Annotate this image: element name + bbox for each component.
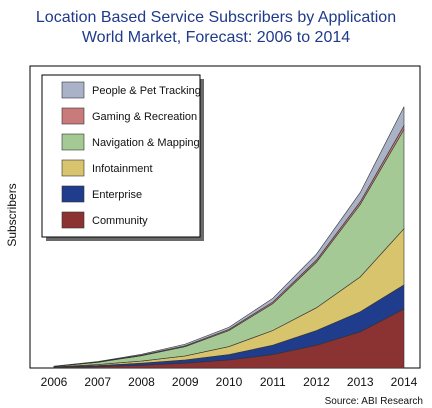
x-tick-label: 2013 (347, 375, 374, 389)
x-tick-label: 2012 (303, 375, 330, 389)
legend-label: Gaming & Recreation (92, 111, 197, 123)
x-tick-label: 2009 (172, 375, 199, 389)
legend-label: Community (92, 215, 148, 227)
chart-subtitle: World Market, Forecast: 2006 to 2014 (82, 29, 350, 46)
source-note: Source: ABI Research (325, 396, 423, 407)
x-tick-label: 2011 (260, 375, 286, 389)
legend-swatch (61, 211, 85, 229)
legend-swatch (61, 159, 85, 177)
legend-label: Navigation & Mapping (92, 137, 200, 149)
x-tick-label: 2008 (128, 375, 155, 389)
x-tick-label: 2014 (391, 375, 418, 389)
legend-swatch (61, 107, 85, 125)
legend-box (41, 74, 201, 238)
legend-label: People & Pet Tracking (92, 85, 201, 97)
legend: People & Pet Tracking Gaming & Recreation… (41, 74, 204, 241)
x-tick-label: 2006 (41, 375, 68, 389)
area-people-pet-tracking (53, 106, 405, 367)
legend-label: Enterprise (92, 189, 142, 201)
legend-swatch (61, 81, 85, 99)
legend-swatch (61, 133, 85, 151)
legend-label: Infotainment (92, 163, 153, 175)
x-tick-label: 2007 (84, 375, 111, 389)
y-axis-label: Subscribers (5, 183, 19, 246)
legend-swatch (61, 185, 85, 203)
x-tick-label: 2010 (216, 375, 243, 389)
chart-title: Location Based Service Subscribers by Ap… (36, 9, 396, 26)
